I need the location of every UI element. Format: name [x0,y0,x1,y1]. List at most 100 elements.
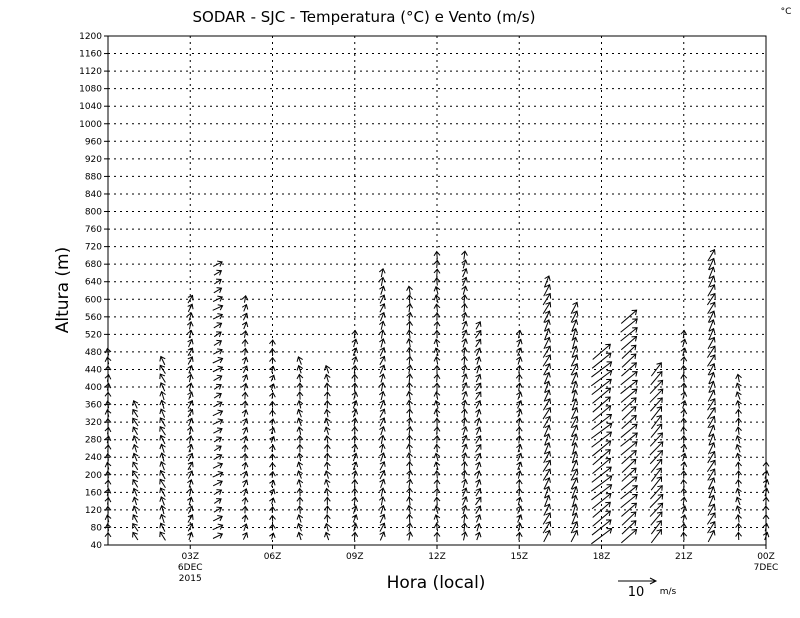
wind-vector [475,478,482,488]
wind-vector [543,503,551,516]
wind-vector-shaft [475,453,481,462]
wind-vector-head [217,409,224,416]
wind-vector-shaft [591,528,612,545]
wind-vector [378,434,386,444]
wind-vector-shaft [212,305,223,311]
wind-vector-shaft [620,441,638,456]
wind-vector-head [324,364,331,371]
wind-vector-shaft [271,533,274,540]
wind-vector [187,408,194,418]
wind-vector-shaft [706,512,716,525]
plot-frame [107,35,767,546]
wind-vector-head [241,514,249,520]
wind-vector-head [544,389,551,396]
wind-vector-shaft [650,485,663,500]
wind-vector-shaft [706,460,716,472]
wind-vector-head [606,484,613,490]
wind-vector-shaft [462,496,467,506]
wind-vector-head [269,497,276,503]
wind-vector-head [187,461,194,468]
wind-vector-shaft [463,417,466,427]
wind-vector-head [545,398,552,404]
wind-vector [570,529,579,543]
wind-vector [543,310,551,323]
wind-vector-head [680,329,688,336]
wind-vector-head [406,382,413,388]
wind-vector-head [735,531,742,537]
wind-vector [212,418,224,425]
wind-vector-head [657,432,663,439]
wind-vector-head [656,511,663,518]
wind-vector-head [269,532,276,539]
wind-vector [433,373,441,383]
wind-vector-head [433,417,441,423]
wind-vector-head [632,318,638,324]
wind-vector-shaft [543,363,551,376]
wind-vector-shaft [298,479,302,488]
wind-vector-head [241,409,249,415]
wind-vector-shaft [462,382,467,392]
wind-vector-shaft [187,461,193,471]
wind-vector [241,400,249,409]
y-tick-label: 800 [85,208,102,218]
wind-vector-head [379,399,386,406]
wind-vector-shaft [591,440,612,457]
wind-vector-shaft [591,379,612,396]
wind-vector [406,443,413,453]
wind-vector-head [351,514,359,520]
wind-vector-shaft [682,391,686,400]
y-tick-label: 840 [85,190,102,200]
wind-vector [378,487,386,497]
wind-vector-shaft [707,310,715,323]
wind-vector [570,468,579,481]
wind-vector [680,338,688,348]
wind-vector-head [296,478,304,485]
wind-vector-shaft [187,514,193,523]
wind-vector [620,476,638,491]
wind-vector-shaft [462,505,467,515]
wind-vector [132,400,139,409]
wind-vector-head [606,528,613,534]
wind-vector [296,514,304,523]
wind-vector-head [545,459,552,466]
wind-vector [351,478,359,488]
wind-vector [159,443,166,453]
wind-vector-shaft [649,388,664,403]
wind-vector-head [475,400,482,406]
wind-vector-head [351,356,359,362]
wind-vector-head [351,364,359,371]
wind-vector-head [216,383,222,390]
wind-vector-head [216,392,222,399]
wind-vector-head [406,461,413,467]
wind-vector-shaft [271,445,274,452]
wind-vector [433,364,441,374]
wind-vector [707,284,716,297]
wind-vector [323,461,331,470]
wind-vector-shaft [462,321,467,330]
wind-vector [241,470,249,479]
wind-vector [707,398,716,411]
wind-vector [515,478,523,488]
wind-vector-shaft [649,494,664,509]
wind-vector-head [132,479,138,485]
wind-vector [378,443,386,453]
wind-vector-shaft [212,357,223,364]
wind-vector-head [461,434,468,441]
wind-vector [543,389,551,402]
wind-vector [461,513,468,523]
wind-vector [680,391,688,400]
wind-vector-shaft [621,397,637,412]
wind-vector-head [379,408,386,415]
wind-vector [543,275,551,288]
wind-vector [406,373,414,383]
wind-vector [735,505,742,514]
wind-vector-shaft [408,391,411,401]
wind-vector-shaft [708,486,714,499]
wind-vector-head [461,250,468,256]
wind-vector-shaft [213,375,222,381]
wind-vector-head [159,355,166,362]
wind-vector-head [631,476,638,482]
wind-vector [461,329,468,339]
wind-vector-head [544,485,551,492]
wind-vector [433,338,441,348]
